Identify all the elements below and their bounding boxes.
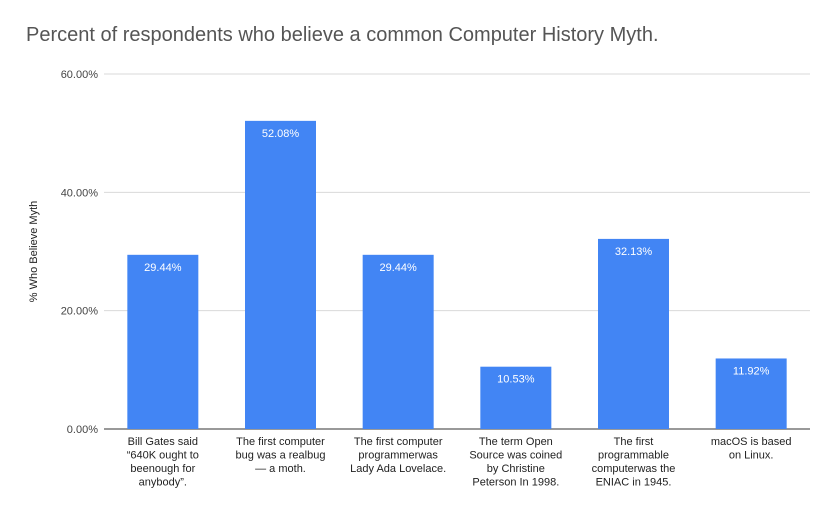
bar xyxy=(715,358,787,429)
y-axis-title: % Who Believe Myth xyxy=(28,201,40,302)
data-label: 10.53% xyxy=(497,374,535,386)
data-label: 11.92% xyxy=(733,365,770,377)
y-tick-label: 20.00% xyxy=(61,306,99,318)
x-tick-label: The first programmable computerwas the ENIA… xyxy=(592,436,676,489)
x-tick-label: The first computer programmerwas Lady Ada … xyxy=(350,436,446,475)
bar xyxy=(362,254,434,429)
bar xyxy=(127,254,199,429)
bar xyxy=(480,366,552,429)
bar xyxy=(245,120,316,430)
x-tick-label: The term Open Source was coined by Christi… xyxy=(469,436,562,489)
data-label: 52.08% xyxy=(262,128,300,140)
y-tick-label: 0.00% xyxy=(67,424,98,436)
data-label: 32.13% xyxy=(615,246,653,258)
y-tick-label: 60.00% xyxy=(61,69,99,81)
x-tick-label: The first computer bug was a realbug — a m… xyxy=(236,436,326,475)
y-tick-label: 40.00% xyxy=(61,187,99,199)
data-label: 29.44% xyxy=(380,262,418,274)
chart-title: Percent of respondents who believe a com… xyxy=(26,24,659,46)
bar xyxy=(598,238,669,429)
x-tick-label: Bill Gates said “640K ought to beenough fo… xyxy=(127,436,199,489)
x-tick-label: macOS is based on Linux. xyxy=(711,436,792,462)
data-label: 29.44% xyxy=(144,262,182,274)
